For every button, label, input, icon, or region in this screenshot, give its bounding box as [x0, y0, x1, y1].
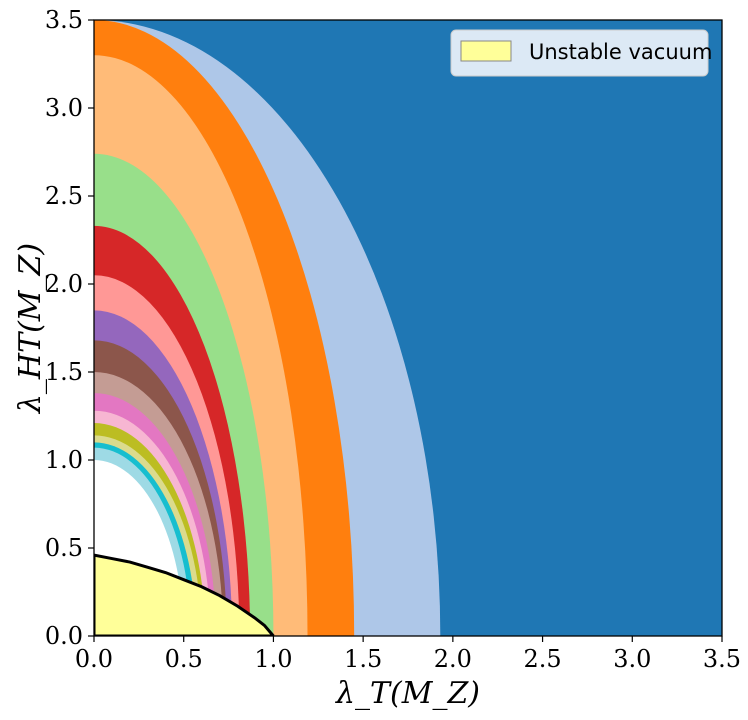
legend-label-unstable-vacuum: Unstable vacuum: [529, 40, 712, 64]
y-tick-label: 1.5: [45, 358, 83, 386]
y-tick-label: 2.5: [45, 182, 83, 210]
y-axis-ticks: 0.0 0.5 1.0 1.5 2.0 2.5 3.0 3.5: [45, 6, 94, 650]
unstable-vacuum-layer: [94, 553, 275, 636]
x-tick-label: 0.0: [75, 645, 113, 673]
x-tick-label: 0.5: [165, 645, 203, 673]
y-tick-label: 0.5: [45, 534, 83, 562]
y-tick-label: 2.0: [45, 270, 83, 298]
y-tick-label: 3.5: [45, 6, 83, 34]
unstable-vacuum-boundary: [94, 553, 275, 636]
y-axis-label: λ_HT(M_Z): [13, 243, 48, 414]
plot-frame: [93, 19, 723, 637]
parameter-bands: [94, 20, 722, 636]
x-axis-ticks: 0.0 0.5 1.0 1.5 2.0 2.5 3.0 3.5: [75, 636, 741, 673]
y-tick-label: 3.0: [45, 94, 83, 122]
y-tick-label: 1.0: [45, 446, 83, 474]
legend-box: [450, 29, 709, 77]
legend-swatch-unstable-vacuum: [460, 40, 512, 62]
legend: Unstable vacuum: [450, 29, 712, 77]
x-tick-label: 3.5: [703, 645, 741, 673]
unstable-vacuum-area: [94, 555, 274, 636]
x-tick-label: 2.5: [523, 645, 561, 673]
x-tick-label: 3.0: [613, 645, 651, 673]
x-tick-label: 1.0: [254, 645, 292, 673]
x-tick-label: 1.5: [344, 645, 382, 673]
y-tick-label: 0.0: [45, 622, 83, 650]
x-axis-label: λ_T(M_Z): [335, 676, 480, 711]
x-tick-label: 2.0: [434, 645, 472, 673]
